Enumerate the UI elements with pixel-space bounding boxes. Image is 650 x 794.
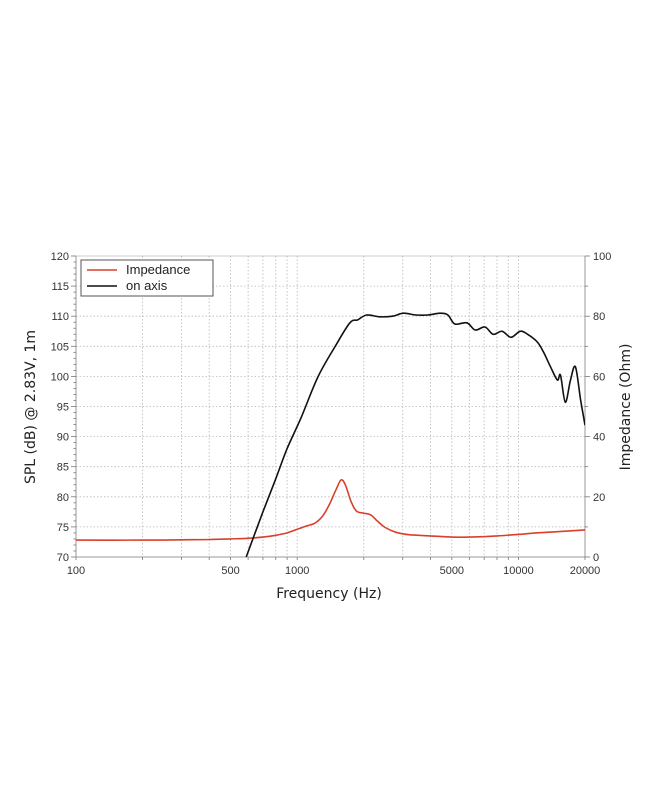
y2-tick-label: 60 xyxy=(593,371,605,383)
y-tick-label: 115 xyxy=(51,281,69,293)
y2-tick-label: 0 xyxy=(593,552,599,564)
legend: Impedance on axis xyxy=(80,259,214,297)
y-tick-label: 80 xyxy=(57,492,69,504)
y-tick-label: 90 xyxy=(57,432,69,444)
data-series xyxy=(76,312,585,557)
legend-box xyxy=(80,259,214,297)
y-tick-label: 105 xyxy=(51,341,69,353)
y-tick-label: 85 xyxy=(57,462,69,474)
y-tick-label: 95 xyxy=(57,402,69,414)
x-axis-title: Frequency (Hz) xyxy=(276,586,382,602)
y2-axis-title: Impedance (Ohm) xyxy=(618,344,634,471)
x-tick-label: 500 xyxy=(221,565,239,577)
legend-label-on-axis: on axis xyxy=(126,278,168,293)
series-line-on-axis xyxy=(245,312,585,557)
y-tick-label: 70 xyxy=(57,552,69,564)
y2-tick-label: 40 xyxy=(593,432,605,444)
axes: 70 75 80 85 90 95 100 105 110 115 120 0 20 40 60 80 100 1… xyxy=(51,251,612,577)
y-tick-label: 100 xyxy=(51,371,69,383)
x-tick-label: 20000 xyxy=(570,565,601,577)
x-tick-label: 5000 xyxy=(440,565,464,577)
y-tick-label: 120 xyxy=(51,251,69,263)
y-tick-label: 75 xyxy=(57,522,69,534)
grid-lines xyxy=(76,256,585,557)
y2-tick-label: 80 xyxy=(593,311,605,323)
y-tick-label: 110 xyxy=(51,311,69,323)
x-tick-label: 1000 xyxy=(285,565,309,577)
x-tick-label: 10000 xyxy=(503,565,534,577)
y2-tick-label: 20 xyxy=(593,492,605,504)
series-line-impedance xyxy=(76,478,585,541)
y-axis-title: SPL (dB) @ 2.83V, 1m xyxy=(23,330,39,484)
y2-tick-label: 100 xyxy=(593,251,611,263)
x-tick-label: 100 xyxy=(67,565,85,577)
legend-label-impedance: Impedance xyxy=(126,262,190,277)
